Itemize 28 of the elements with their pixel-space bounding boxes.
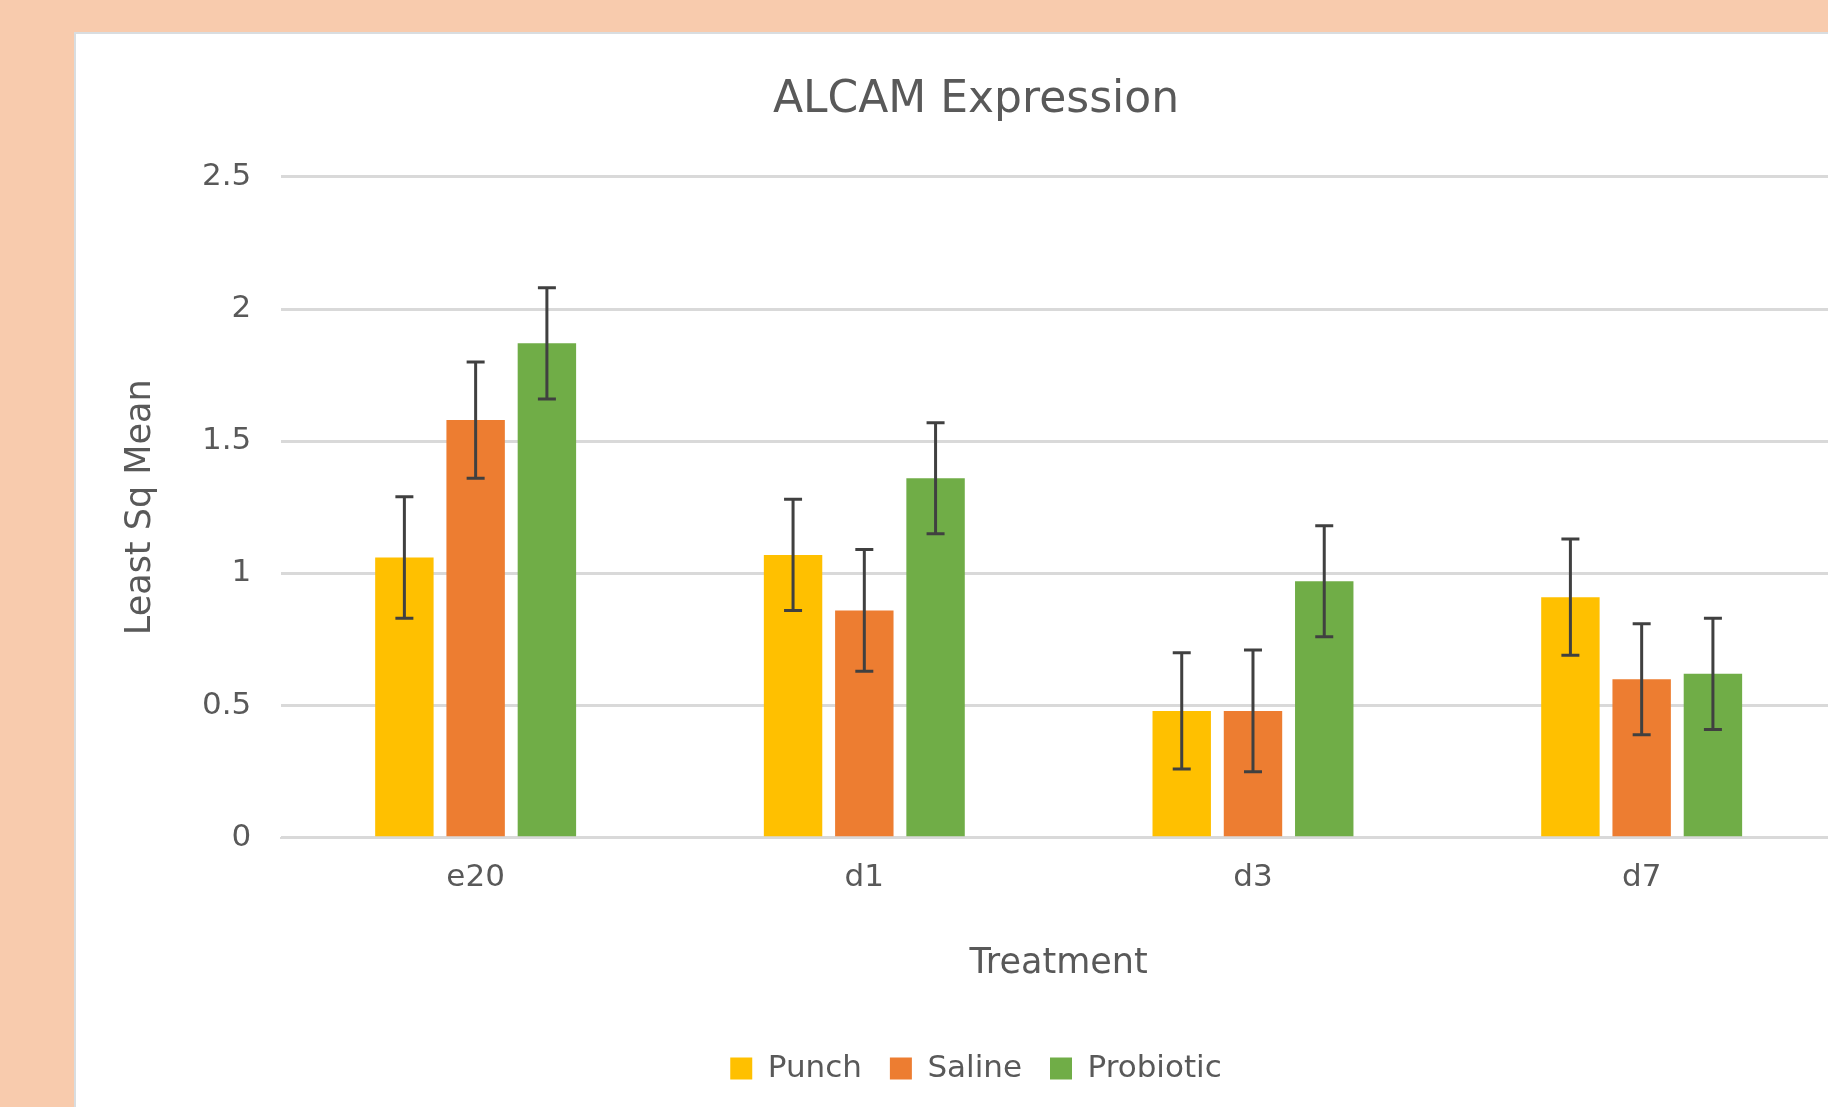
legend-label: Saline bbox=[927, 1047, 1023, 1084]
bar bbox=[1152, 710, 1211, 837]
legend-label: Punch bbox=[767, 1047, 862, 1084]
bar bbox=[906, 478, 965, 837]
y-tick-label: 1.5 bbox=[201, 420, 252, 457]
bar bbox=[763, 554, 823, 837]
bar bbox=[835, 610, 894, 837]
y-tick-label: 1 bbox=[231, 552, 252, 589]
bar bbox=[1541, 597, 1600, 837]
bar bbox=[1612, 679, 1671, 837]
bar bbox=[375, 557, 434, 837]
y-tick-label: 2.5 bbox=[201, 155, 252, 192]
legend-label: Probiotic bbox=[1087, 1047, 1222, 1084]
bar bbox=[1223, 710, 1283, 837]
y-axis-title: Least Sq Mean bbox=[118, 379, 159, 636]
x-axis-title: Treatment bbox=[968, 941, 1148, 982]
x-tick-label: d3 bbox=[1233, 857, 1273, 894]
x-tick-label: d1 bbox=[844, 857, 885, 894]
y-tick-label: 2 bbox=[231, 288, 252, 325]
y-tick-label: 0.5 bbox=[201, 684, 252, 721]
x-tick-label: e20 bbox=[446, 857, 505, 894]
chart-title: ALCAM Expression bbox=[772, 70, 1180, 122]
x-tick-label: d7 bbox=[1621, 857, 1662, 894]
bar bbox=[1683, 673, 1743, 837]
y-tick-label: 0 bbox=[231, 816, 252, 853]
bar bbox=[446, 420, 505, 837]
bar bbox=[517, 343, 577, 837]
bar bbox=[1295, 581, 1354, 837]
